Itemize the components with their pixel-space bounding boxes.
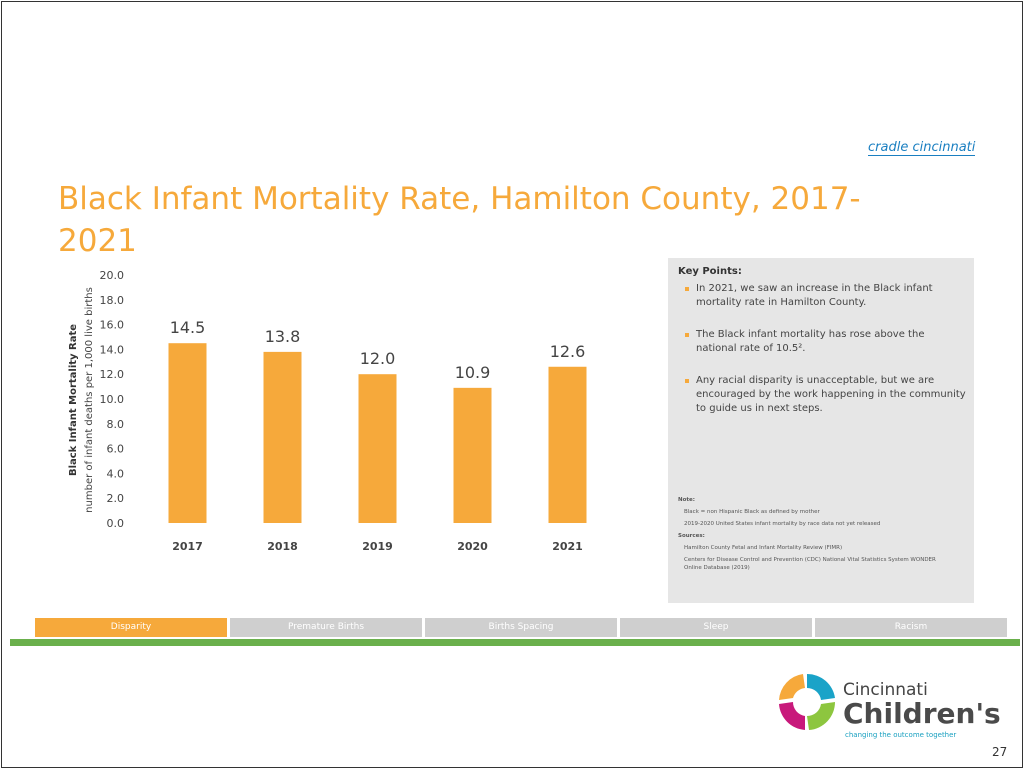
key-point: The Black infant mortality has rose abov…	[682, 328, 966, 356]
x-tick-label: 2021	[552, 540, 583, 553]
note-item: Black = non Hispanic Black as defined by…	[684, 509, 820, 515]
value-label: 12.0	[360, 349, 396, 368]
tab[interactable]: Sleep	[620, 618, 812, 637]
bar	[453, 387, 492, 523]
sources-title: Sources:	[678, 533, 705, 539]
y-tick-label: 10.0	[100, 393, 125, 406]
y-tick-label: 18.0	[100, 294, 125, 307]
note-item: 2019-2020 United States infant mortality…	[684, 521, 881, 527]
key-point: Any racial disparity is unacceptable, bu…	[682, 374, 966, 416]
y-tick-label: 2.0	[107, 492, 125, 505]
note-title: Note:	[678, 497, 695, 503]
x-tick-label: 2019	[362, 540, 393, 553]
bar	[548, 366, 587, 523]
key-points-list: In 2021, we saw an increase in the Black…	[682, 282, 966, 434]
bar	[263, 351, 302, 523]
value-label: 12.6	[550, 342, 586, 361]
source-item: Centers for Disease Control and Preventi…	[684, 557, 936, 571]
bar	[358, 374, 397, 523]
x-tick-label: 2017	[172, 540, 203, 553]
divider	[10, 639, 1020, 646]
key-points-title: Key Points:	[678, 266, 742, 277]
y-tick-label: 8.0	[107, 418, 125, 431]
page-number: 27	[992, 745, 1008, 759]
y-axis-label: Black Infant Mortality Rate	[68, 324, 79, 476]
y-axis-sublabel: number of infant deaths per 1,000 live b…	[84, 287, 95, 513]
value-label: 14.5	[170, 318, 206, 337]
tab[interactable]: Births Spacing	[425, 618, 617, 637]
y-tick-label: 12.0	[100, 368, 125, 381]
logo-line2: Children's	[843, 697, 1001, 730]
tab[interactable]: Premature Births	[230, 618, 422, 637]
y-tick-label: 20.0	[100, 269, 125, 282]
tab[interactable]: Disparity	[35, 618, 227, 637]
y-tick-label: 4.0	[107, 467, 125, 480]
bar	[168, 343, 207, 523]
y-tick-label: 16.0	[100, 319, 125, 332]
y-tick-label: 0.0	[107, 517, 125, 530]
x-tick-label: 2018	[267, 540, 298, 553]
source-item: Hamilton County Fetal and Infant Mortali…	[684, 545, 843, 551]
value-label: 13.8	[265, 327, 301, 346]
key-point: In 2021, we saw an increase in the Black…	[682, 282, 966, 310]
tagline: changing the outcome together	[845, 731, 957, 739]
chart: Black Infant Mortality Rate number of in…	[68, 269, 587, 553]
logo-line1: Cincinnati	[843, 680, 928, 700]
children-logo-icon	[779, 673, 836, 730]
key-points-box: Key Points: In 2021, we saw an increase …	[668, 258, 974, 603]
value-label: 10.9	[455, 363, 491, 382]
y-tick-label: 6.0	[107, 443, 125, 456]
cradle-logo: cradle cincinnati	[868, 140, 976, 156]
x-tick-label: 2020	[457, 540, 488, 553]
y-tick-label: 14.0	[100, 343, 125, 356]
slide-title: Black Infant Mortality Rate, Hamilton Co…	[58, 181, 861, 259]
tab[interactable]: Racism	[815, 618, 1007, 637]
